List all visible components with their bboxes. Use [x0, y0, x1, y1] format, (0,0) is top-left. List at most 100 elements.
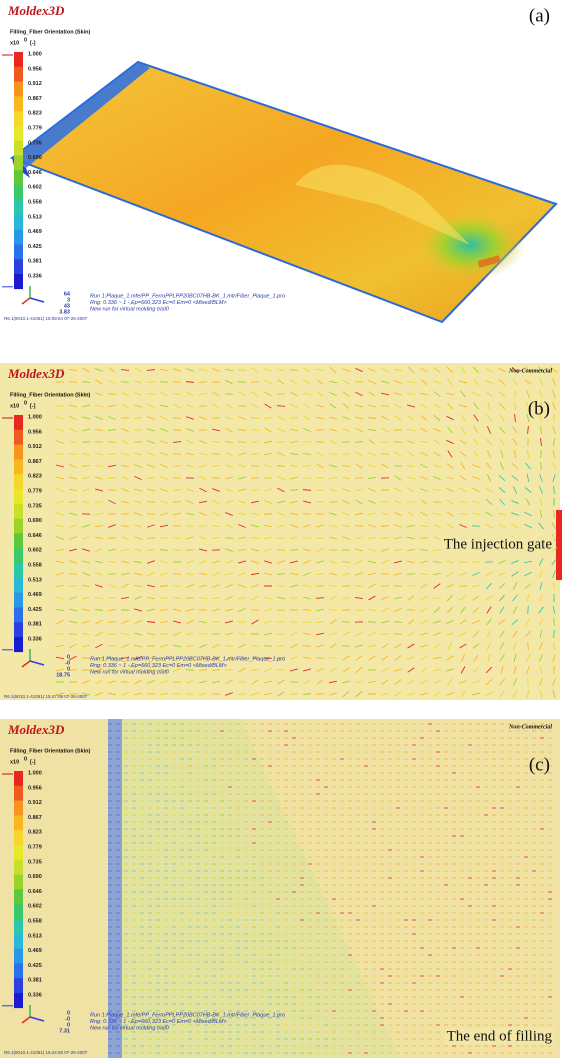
scale-label: 0.602: [28, 904, 42, 910]
run-info: Run 1:Plaque_1.mfe/PP_FerroPPLPP20BC07HB…: [90, 293, 285, 299]
color-swatch: [14, 474, 23, 489]
color-swatch: [14, 52, 23, 67]
color-swatch: [14, 504, 23, 519]
scale-label: 0.867: [28, 459, 42, 465]
color-swatch: [14, 274, 23, 289]
panel-bg: [0, 363, 560, 700]
color-swatch: [14, 259, 23, 274]
color-swatch: [14, 830, 23, 845]
color-swatch: [14, 801, 23, 816]
unit-prefix: x10: [10, 759, 19, 765]
scale-label: 0.469: [28, 948, 42, 954]
color-swatch: [14, 67, 23, 82]
color-swatch: [14, 533, 23, 548]
color-swatch: [14, 82, 23, 97]
unit: [-]: [30, 759, 36, 765]
scale-label: 0.956: [28, 429, 42, 435]
color-swatch: [14, 445, 23, 460]
scale-label: 0.912: [28, 81, 42, 87]
run-info: Rng: 0.336 ~ 1 -,Ep=660,323 Ec=0 Em=0 <M…: [90, 1019, 227, 1025]
backgrounds: [0, 62, 562, 1058]
run-info: New run for virtual molding trial0: [90, 1025, 170, 1031]
unit-exp: 0: [24, 400, 27, 406]
scale-label: 0.735: [28, 140, 42, 146]
scale-label: 0.779: [28, 488, 42, 494]
color-swatch: [14, 622, 23, 637]
color-swatch: [14, 963, 23, 978]
scale-label: 0.690: [28, 874, 42, 880]
scale-label: 0.823: [28, 474, 42, 480]
color-swatch: [14, 934, 23, 949]
scale-label: 0.558: [28, 918, 42, 924]
scale-label: 0.425: [28, 963, 42, 969]
color-swatch: [14, 860, 23, 875]
scale-label: 1.000: [28, 770, 42, 776]
scale-label: 0.513: [28, 577, 42, 583]
scale-label: 0.646: [28, 170, 42, 176]
scale-label: 0.602: [28, 548, 42, 554]
color-swatch: [14, 430, 23, 445]
run-info: Run 1:Plaque_1.mfe/PP_FerroPPLPP20BC07HB…: [90, 656, 285, 662]
scale-label: 0.602: [28, 185, 42, 191]
unit-prefix: x10: [10, 403, 19, 409]
scale-label: 0.646: [28, 889, 42, 895]
color-swatch: [14, 578, 23, 593]
run-info: New run for virtual molding trial0: [90, 306, 170, 312]
unit: [-]: [30, 40, 36, 46]
scale-label: 1.000: [28, 414, 42, 420]
color-swatch: [14, 978, 23, 993]
logo: Moldex3D: [7, 722, 65, 737]
scale-label: 0.823: [28, 830, 42, 836]
legend-title: Filling_Fiber Orientation (Skin): [10, 748, 91, 754]
scale-label: 0.735: [28, 503, 42, 509]
color-swatch: [14, 771, 23, 786]
color-swatch: [14, 96, 23, 111]
panel-label: (b): [528, 398, 550, 419]
fiber: [108, 634, 116, 635]
scale-label: 0.381: [28, 622, 42, 628]
scale-label: 0.646: [28, 533, 42, 539]
scale-label: 0.912: [28, 800, 42, 806]
notice: Non-Commercial: [508, 368, 552, 374]
fiber: [69, 574, 77, 575]
axis-icon: [22, 298, 30, 304]
scale-label: 0.469: [28, 229, 42, 235]
scale-label: 0.336: [28, 992, 42, 998]
color-swatch: [14, 593, 23, 608]
run-info: Run 1:Plaque_1.mfe/PP_FerroPPLPP20BC07HB…: [90, 1012, 285, 1018]
scale-label: 0.823: [28, 111, 42, 117]
unit: [-]: [30, 403, 36, 409]
fiber: [407, 502, 415, 503]
scale-label: 1.000: [28, 51, 42, 57]
color-swatch: [14, 904, 23, 919]
footer: R6.1(9010.1-41051) 15:09:54 07-26-2007: [4, 316, 88, 321]
color-swatch: [14, 126, 23, 141]
fiber: [528, 606, 529, 614]
color-swatch: [14, 185, 23, 200]
color-swatch: [14, 141, 23, 156]
scale-label: 0.735: [28, 859, 42, 865]
color-swatch: [14, 200, 23, 215]
color-swatch: [14, 786, 23, 801]
notice: Non-Commercial: [508, 724, 552, 730]
fiber: [316, 598, 324, 599]
scale-label: 0.956: [28, 785, 42, 791]
color-swatch: [14, 519, 23, 534]
color-swatch: [14, 563, 23, 578]
scale-label: 0.558: [28, 199, 42, 205]
fiber: [342, 454, 350, 455]
footer: R6.1(9010.1-41051) 15:44:55 07-26-2007: [4, 1050, 88, 1055]
scale-label: 0.956: [28, 66, 42, 72]
color-swatch: [14, 489, 23, 504]
color-swatch: [14, 230, 23, 245]
fiber: [121, 610, 129, 611]
unit-prefix: x10: [10, 40, 19, 46]
color-swatch: [14, 459, 23, 474]
fiber: [121, 418, 129, 419]
legend-title: Filling_Fiber Orientation (Skin): [10, 392, 91, 398]
run-info: Rng: 0.336 ~ 1 -,Ep=660,323 Ec=0 Em=0 <M…: [90, 663, 227, 669]
color-swatch: [14, 548, 23, 563]
fiber: [212, 478, 220, 479]
unit-exp: 0: [24, 37, 27, 43]
scale-label: 0.381: [28, 978, 42, 984]
